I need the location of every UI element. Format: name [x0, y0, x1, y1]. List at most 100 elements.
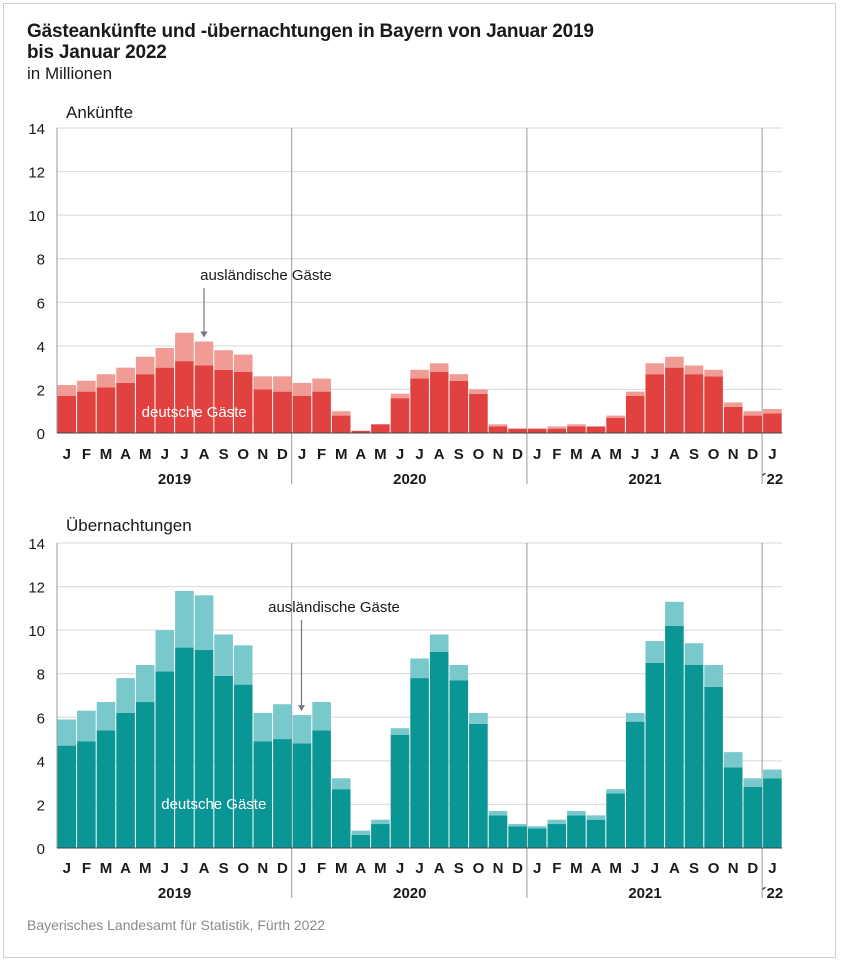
bar-auslaendische-gaeste: [135, 665, 155, 703]
bar-deutsche-gaeste: [410, 378, 429, 433]
month-label: M: [570, 446, 583, 463]
bar-deutsche-gaeste: [723, 406, 743, 433]
month-label: J: [651, 860, 659, 877]
bar-auslaendische-gaeste: [331, 778, 351, 790]
y-tick-label: 10: [28, 623, 45, 640]
bar-deutsche-gaeste: [429, 372, 449, 433]
month-label: M: [570, 860, 583, 877]
bar-deutsche-gaeste: [567, 815, 586, 848]
bar-auslaendische-gaeste: [273, 704, 292, 740]
bar-deutsche-gaeste: [488, 426, 508, 433]
bar-auslaendische-gaeste: [175, 332, 194, 362]
bar-deutsche-gaeste: [116, 382, 135, 433]
month-label: M: [139, 446, 152, 463]
month-label: M: [335, 860, 348, 877]
bar-deutsche-gaeste: [625, 395, 645, 433]
bar-deutsche-gaeste: [233, 684, 253, 848]
bar-deutsche-gaeste: [469, 723, 488, 848]
bar-auslaendische-gaeste: [77, 710, 96, 742]
bar-deutsche-gaeste: [194, 365, 214, 433]
year-label: 2021: [628, 471, 661, 488]
bar-auslaendische-gaeste: [390, 728, 410, 735]
bar-auslaendische-gaeste: [273, 376, 292, 392]
month-label: D: [512, 446, 523, 463]
bar-auslaendische-gaeste: [116, 678, 135, 713]
chart-title-line-1: Gästeankünfte und -übernachtungen in Bay…: [27, 21, 594, 42]
bar-auslaendische-gaeste: [606, 789, 625, 794]
month-label: J: [63, 860, 71, 877]
y-tick-label: 2: [37, 797, 45, 814]
bar-deutsche-gaeste: [684, 374, 704, 433]
bar-auslaendische-gaeste: [312, 702, 331, 731]
bar-deutsche-gaeste: [763, 413, 782, 433]
bar-auslaendische-gaeste: [253, 712, 273, 742]
bar-deutsche-gaeste: [273, 391, 292, 433]
inner-label: deutsche Gäste: [142, 404, 247, 421]
bar-deutsche-gaeste: [665, 625, 684, 848]
month-label: M: [100, 860, 113, 877]
month-label: A: [199, 446, 210, 463]
month-label: N: [257, 446, 268, 463]
bar-deutsche-gaeste: [57, 745, 77, 848]
bar-deutsche-gaeste: [743, 787, 763, 848]
month-label: J: [768, 860, 776, 877]
y-tick-label: 10: [28, 208, 45, 225]
month-label: F: [82, 860, 91, 877]
year-label: 2019: [158, 885, 191, 902]
bar-auslaendische-gaeste: [449, 374, 469, 381]
chart-subtitle: in Millionen: [27, 64, 113, 83]
bar-deutsche-gaeste: [508, 826, 527, 848]
month-label: F: [82, 446, 91, 463]
bar-deutsche-gaeste: [155, 671, 175, 848]
bar-deutsche-gaeste: [547, 428, 567, 433]
bar-deutsche-gaeste: [351, 834, 371, 848]
bar-auslaendische-gaeste: [763, 769, 782, 779]
bar-auslaendische-gaeste: [547, 426, 567, 429]
bar-auslaendische-gaeste: [155, 348, 175, 368]
y-tick-label: 4: [37, 754, 45, 771]
bar-deutsche-gaeste: [253, 389, 273, 433]
bar-auslaendische-gaeste: [704, 665, 723, 687]
y-tick-label: 6: [37, 710, 45, 727]
bar-deutsche-gaeste: [586, 819, 606, 848]
month-label: S: [219, 446, 229, 463]
month-label: A: [355, 860, 366, 877]
month-label: O: [473, 860, 485, 877]
y-tick-label: 0: [37, 841, 45, 858]
bar-auslaendische-gaeste: [547, 819, 567, 825]
bar-deutsche-gaeste: [410, 678, 429, 848]
year-label: 2021: [628, 885, 661, 902]
bar-deutsche-gaeste: [371, 824, 390, 848]
month-label: N: [728, 446, 739, 463]
month-label: S: [454, 860, 464, 877]
bar-auslaendische-gaeste: [763, 409, 782, 414]
bar-auslaendische-gaeste: [410, 369, 429, 379]
bar-auslaendische-gaeste: [233, 645, 253, 685]
bar-auslaendische-gaeste: [410, 658, 429, 679]
inner-label: deutsche Gäste: [161, 796, 266, 813]
bar-deutsche-gaeste: [331, 415, 351, 433]
month-label: M: [374, 860, 387, 877]
month-label: S: [454, 446, 464, 463]
bar-auslaendische-gaeste: [665, 601, 684, 626]
bar-deutsche-gaeste: [704, 376, 723, 433]
bar-deutsche-gaeste: [527, 828, 547, 848]
bar-deutsche-gaeste: [233, 372, 253, 433]
bar-auslaendische-gaeste: [606, 415, 625, 418]
bar-deutsche-gaeste: [704, 686, 723, 848]
y-tick-label: 8: [37, 667, 45, 684]
month-label: J: [631, 446, 639, 463]
bar-deutsche-gaeste: [116, 712, 135, 848]
y-tick-label: 14: [28, 536, 45, 553]
bar-auslaendische-gaeste: [567, 424, 586, 427]
bar-auslaendische-gaeste: [331, 411, 351, 416]
bar-deutsche-gaeste: [390, 734, 410, 848]
month-label: A: [591, 860, 602, 877]
bar-deutsche-gaeste: [96, 387, 116, 433]
y-tick-label: 14: [28, 121, 45, 138]
bar-auslaendische-gaeste: [508, 824, 527, 827]
month-label: A: [591, 446, 602, 463]
month-label: F: [317, 860, 326, 877]
month-label: J: [298, 860, 306, 877]
month-label: N: [728, 860, 739, 877]
